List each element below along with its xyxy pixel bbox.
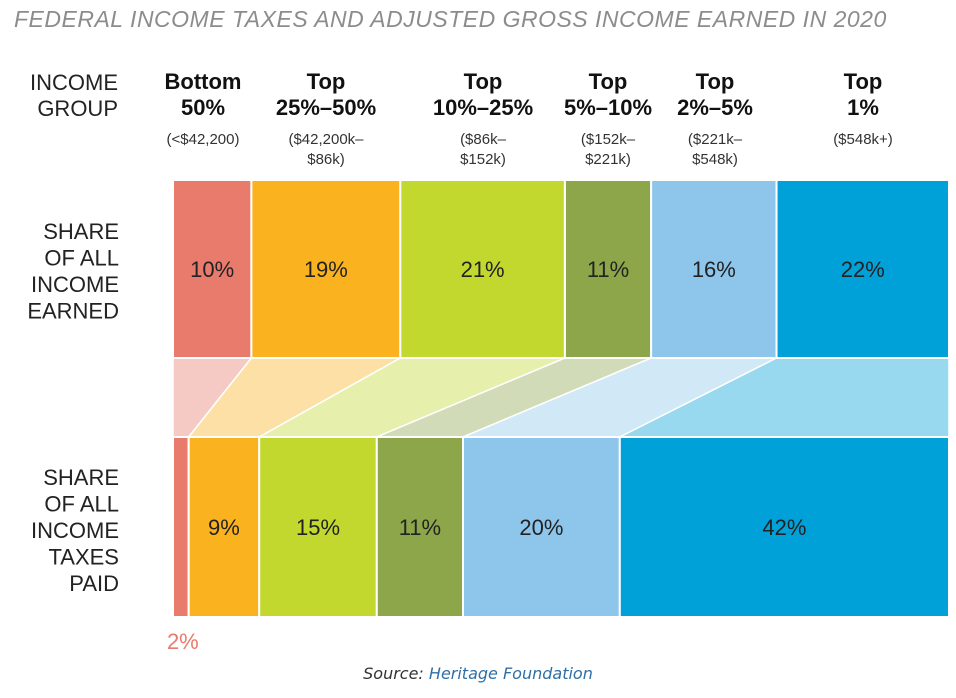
category-range: $152k): [460, 151, 506, 168]
source-line: Source: Heritage Foundation: [0, 664, 956, 683]
category-name: Top: [307, 69, 346, 94]
category-range: ($548k+): [833, 131, 893, 148]
data-label: 2%: [167, 629, 199, 654]
series-label: OF ALL: [44, 492, 119, 517]
category-range: ($221k–: [688, 131, 743, 148]
series-label: SHARE: [43, 465, 119, 490]
income-earned-bar: 10% 19% 21% 11% 16% 22%: [172, 179, 950, 359]
data-label: 9%: [208, 515, 240, 540]
bar-segment: [650, 179, 778, 359]
category-name: Top: [844, 69, 883, 94]
data-label: 20%: [519, 515, 563, 540]
bar-segment: [618, 436, 951, 618]
source-link[interactable]: Heritage Foundation: [428, 664, 593, 683]
category-range: ($42,200k–: [288, 131, 364, 148]
category-range: ($152k–: [581, 131, 636, 148]
bar-segment: [775, 179, 950, 359]
data-label: 11%: [587, 257, 629, 282]
data-label: 19%: [304, 257, 348, 282]
series-label: OF ALL: [44, 246, 119, 271]
income-group-header: INCOMEGROUPBottom50%(<$42,200)Top25%–50%…: [30, 69, 893, 168]
income-group-label: GROUP: [37, 96, 118, 121]
series-label: SHARE: [43, 219, 119, 244]
bar-segment: [375, 436, 465, 618]
series-label: TAXES: [48, 545, 119, 570]
category-name: 5%–10%: [564, 95, 652, 120]
data-label: 22%: [841, 257, 885, 282]
category-range: $86k): [307, 151, 345, 168]
category-range: $221k): [585, 151, 631, 168]
bar-segment: [172, 179, 253, 359]
category-name: Top: [464, 69, 503, 94]
series-label: PAID: [69, 571, 119, 596]
category-name: 2%–5%: [677, 95, 753, 120]
category-name: 25%–50%: [276, 95, 376, 120]
series-label: INCOME: [31, 518, 119, 543]
bar-segment: [399, 179, 566, 359]
data-label: 11%: [399, 515, 441, 540]
bar-segment: [258, 436, 378, 618]
data-label: 42%: [762, 515, 806, 540]
bar-segment: [187, 436, 261, 618]
category-name: Top: [696, 69, 735, 94]
category-name: 50%: [181, 95, 225, 120]
chart-title: FEDERAL INCOME TAXES AND ADJUSTED GROSS …: [14, 6, 887, 32]
category-name: 1%: [847, 95, 879, 120]
source-prefix: Source:: [363, 664, 429, 683]
category-name: Bottom: [165, 69, 242, 94]
taxes-paid-bar: 2% 9% 15% 11% 20% 42%: [167, 436, 951, 654]
data-label: 15%: [296, 515, 340, 540]
connector-bands: [172, 357, 950, 438]
data-label: 10%: [190, 257, 234, 282]
category-range: (<$42,200): [167, 131, 240, 148]
series-label: INCOME: [31, 272, 119, 297]
bar-segment: [172, 436, 190, 618]
bar-segment: [462, 436, 621, 618]
bar-segment: [250, 179, 402, 359]
series-label: EARNED: [27, 299, 119, 324]
income-group-label: INCOME: [30, 70, 118, 95]
category-name: Top: [589, 69, 628, 94]
category-name: 10%–25%: [433, 95, 533, 120]
category-range: ($86k–: [460, 131, 507, 148]
data-label: 16%: [692, 257, 736, 282]
category-range: $548k): [692, 151, 738, 168]
data-label: 21%: [461, 257, 505, 282]
